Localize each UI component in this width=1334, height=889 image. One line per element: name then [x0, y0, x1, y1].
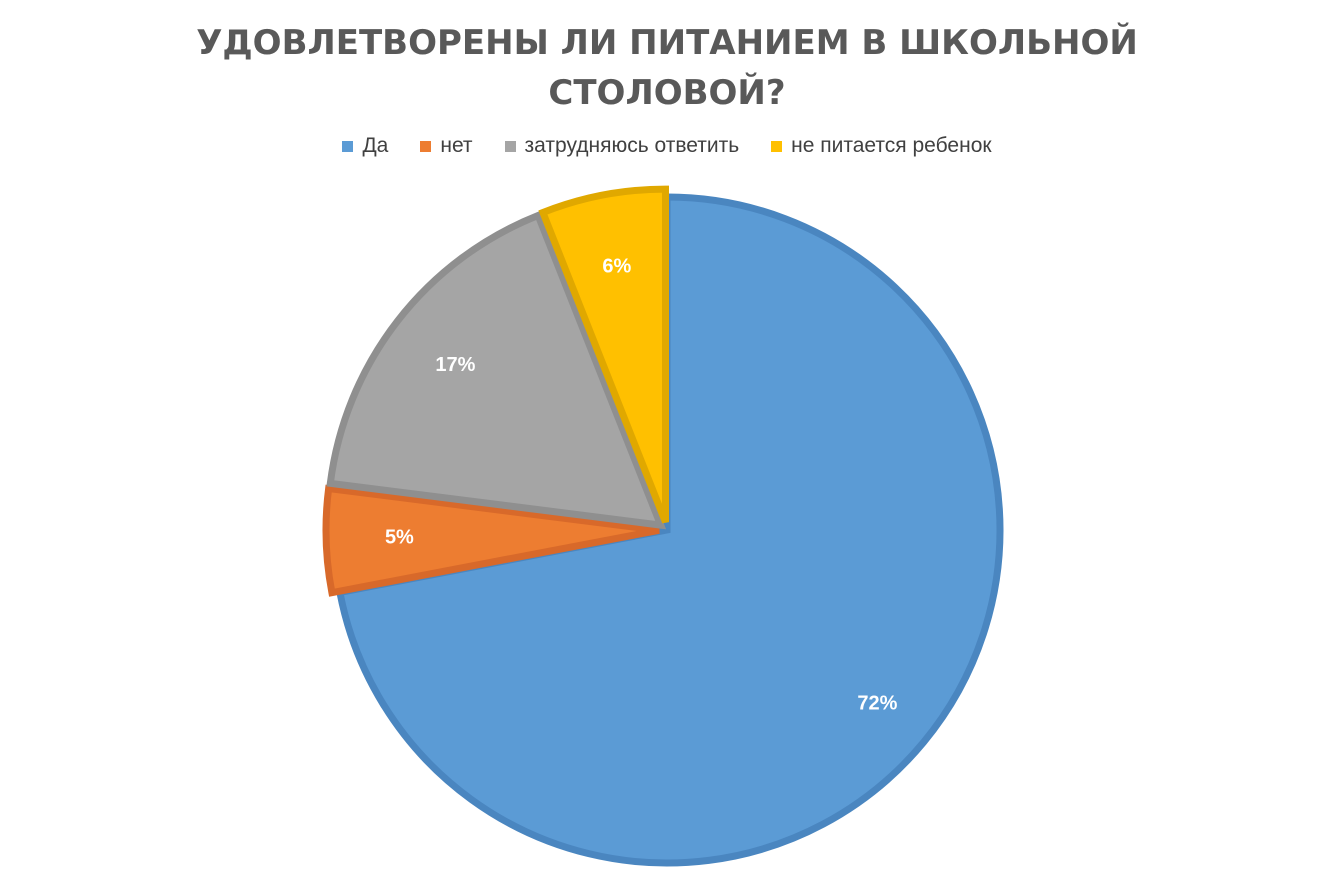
chart-title-line-1: УДОВЛЕТВОРЕНЫ ЛИ ПИТАНИЕМ В ШКОЛЬНОЙ: [196, 23, 1138, 63]
legend-swatch-net: [420, 140, 432, 152]
pie-slice-child-not-eating: [538, 185, 670, 524]
legend-label-da: Да: [362, 134, 389, 157]
pie-slice-hard-to-answer: [326, 210, 667, 530]
pie-slices: [322, 185, 1004, 867]
pie-slice-da: [335, 193, 1004, 867]
data-label-net: 5%: [385, 527, 414, 549]
chart-title: УДОВЛЕТВОРЕНЫ ЛИ ПИТАНИЕМ В ШКОЛЬНОЙ СТО…: [0, 18, 1334, 118]
chart-title-line-2: СТОЛОВОЙ?: [548, 73, 786, 113]
pie-slice-net: [322, 484, 660, 597]
legend-item-child-not-eating: не питается ребенок: [771, 134, 992, 158]
legend-swatch-hard-to-answer: [504, 140, 516, 152]
legend-item-net: нет: [420, 134, 473, 158]
pie-data-labels: 72% 5% 17% 6%: [385, 255, 898, 714]
legend-label-hard-to-answer: затрудняюсь ответить: [524, 134, 740, 157]
legend-label-net: нет: [440, 134, 473, 157]
legend-item-hard-to-answer: затрудняюсь ответить: [504, 134, 740, 158]
legend-swatch-child-not-eating: [771, 140, 783, 152]
legend-swatch-da: [342, 140, 354, 152]
data-label-da: 72%: [857, 692, 897, 714]
legend-label-child-not-eating: не питается ребенок: [791, 134, 992, 157]
data-label-hard-to-answer: 17%: [435, 354, 475, 376]
legend-item-da: Да: [342, 134, 388, 158]
chart-legend: Да нет затрудняюсь ответить не питается …: [0, 134, 1334, 158]
data-label-child-not-eating: 6%: [602, 255, 631, 277]
